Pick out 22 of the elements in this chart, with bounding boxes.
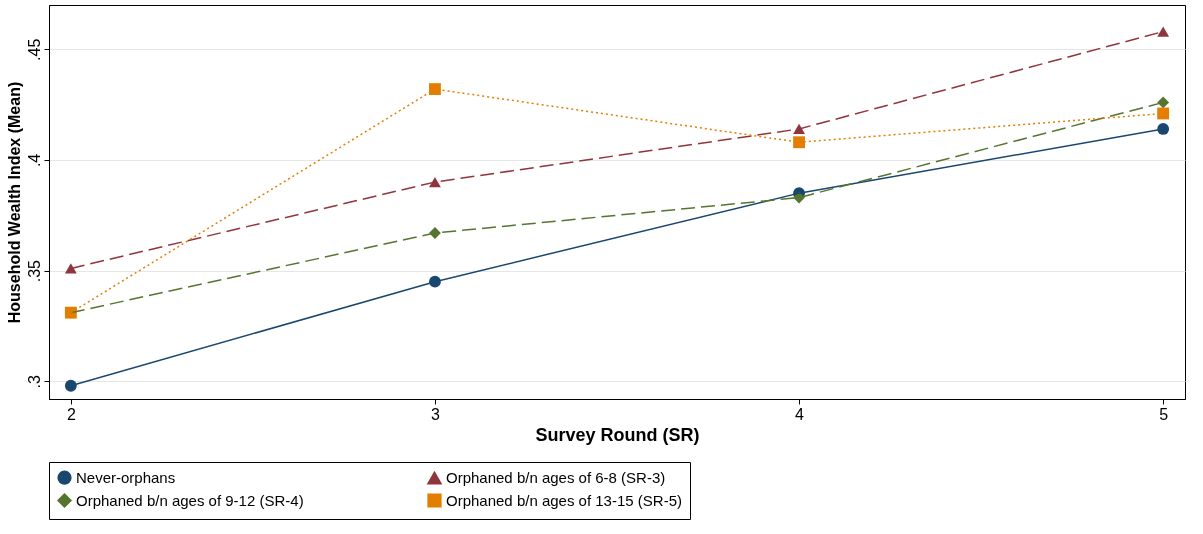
y-tick-label: .45	[25, 38, 43, 61]
point	[64, 379, 77, 392]
point	[1157, 107, 1170, 120]
legend-label: Never-orphans	[76, 468, 176, 486]
point	[1157, 96, 1170, 109]
legend-label: Orphaned b/n ages of 13-15 (SR-5)	[446, 491, 682, 509]
y-tick-label: .3	[25, 375, 43, 389]
y-tick-label: .35	[25, 259, 43, 283]
legend-label: Orphaned b/n ages of 9-12 (SR-4)	[76, 491, 304, 509]
x-axis-title: Survey Round (SR)	[535, 424, 700, 445]
point	[1157, 123, 1170, 135]
x-tick-label: 2	[66, 405, 76, 423]
point	[429, 83, 441, 96]
x-tick-label: 5	[1159, 405, 1169, 423]
y-axis-title: Household Wealth Index (Mean)	[5, 81, 23, 324]
point	[1157, 26, 1170, 37]
x-tick-label: 3	[431, 405, 440, 423]
x-tick-label: 4	[795, 405, 805, 423]
y-tick-label: .4	[25, 153, 43, 168]
point	[64, 263, 77, 274]
legend-label: Orphaned b/n ages of 6-8 (SR-3)	[446, 469, 666, 487]
point	[793, 136, 805, 149]
